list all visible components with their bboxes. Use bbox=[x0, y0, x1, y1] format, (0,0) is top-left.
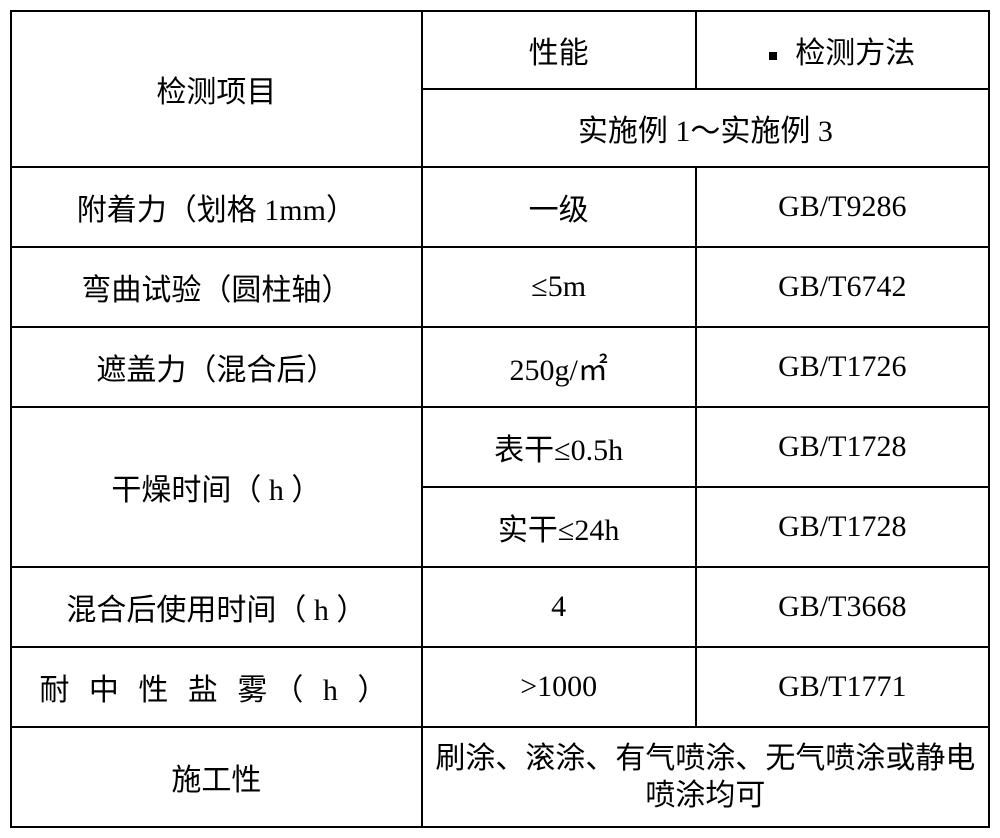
table-row: 混合后使用时间（ h ） 4 GB/T3668 bbox=[11, 567, 989, 647]
header-method: 检测方法 bbox=[696, 11, 989, 89]
cell-item: 施工性 bbox=[11, 727, 422, 827]
cell-item: 干燥时间（ h ） bbox=[11, 407, 422, 567]
cell-perf-method-merged: 刷涂、滚涂、有气喷涂、无气喷涂或静电喷涂均可 bbox=[422, 727, 989, 827]
cell-method: GB/T1728 bbox=[696, 407, 989, 487]
cell-item-label: 耐 中 性 盐 雾（ h ） bbox=[39, 674, 393, 707]
table-row: 遮盖力（混合后） 250g/㎡ GB/T1726 bbox=[11, 327, 989, 407]
table-row: 施工性 刷涂、滚涂、有气喷涂、无气喷涂或静电喷涂均可 bbox=[11, 727, 989, 827]
cell-method: GB/T9286 bbox=[696, 167, 989, 247]
cell-method: GB/T1771 bbox=[696, 647, 989, 727]
cell-item: 遮盖力（混合后） bbox=[11, 327, 422, 407]
cell-item: 弯曲试验（圆柱轴） bbox=[11, 247, 422, 327]
cell-perf: >1000 bbox=[422, 647, 696, 727]
table-row: 耐 中 性 盐 雾（ h ） >1000 GB/T1771 bbox=[11, 647, 989, 727]
cell-perf: 实干≤24h bbox=[422, 487, 696, 567]
spec-table: 检测项目 性能 检测方法 实施例 1～实施例 3 附着力（划格 1mm） 一级 … bbox=[10, 10, 990, 828]
cell-item: 混合后使用时间（ h ） bbox=[11, 567, 422, 647]
header-row-1: 检测项目 性能 检测方法 bbox=[11, 11, 989, 89]
cell-method: GB/T3668 bbox=[696, 567, 989, 647]
cell-method: GB/T6742 bbox=[696, 247, 989, 327]
cell-perf: 一级 bbox=[422, 167, 696, 247]
header-perf-label: 性能 bbox=[529, 37, 589, 70]
spec-table-container: 检测项目 性能 检测方法 实施例 1～实施例 3 附着力（划格 1mm） 一级 … bbox=[10, 10, 990, 828]
table-row: 附着力（划格 1mm） 一级 GB/T9286 bbox=[11, 167, 989, 247]
cell-perf: ≤5m bbox=[422, 247, 696, 327]
cell-perf: 250g/㎡ bbox=[422, 327, 696, 407]
table-row: 弯曲试验（圆柱轴） ≤5m GB/T6742 bbox=[11, 247, 989, 327]
header-item: 检测项目 bbox=[11, 11, 422, 167]
cell-perf: 表干≤0.5h bbox=[422, 407, 696, 487]
header-subspan: 实施例 1～实施例 3 bbox=[422, 89, 989, 167]
cell-item: 耐 中 性 盐 雾（ h ） bbox=[11, 647, 422, 727]
header-perf: 性能 bbox=[422, 11, 696, 89]
header-subspan-label: 实施例 1～实施例 3 bbox=[578, 115, 833, 148]
table-row: 干燥时间（ h ） 表干≤0.5h GB/T1728 bbox=[11, 407, 989, 487]
header-method-label: 检测方法 bbox=[795, 37, 915, 70]
cell-method: GB/T1728 bbox=[696, 487, 989, 567]
bullet-icon bbox=[769, 52, 777, 60]
cell-method: GB/T1726 bbox=[696, 327, 989, 407]
cell-perf: 4 bbox=[422, 567, 696, 647]
header-item-label: 检测项目 bbox=[156, 76, 276, 109]
cell-item: 附着力（划格 1mm） bbox=[11, 167, 422, 247]
